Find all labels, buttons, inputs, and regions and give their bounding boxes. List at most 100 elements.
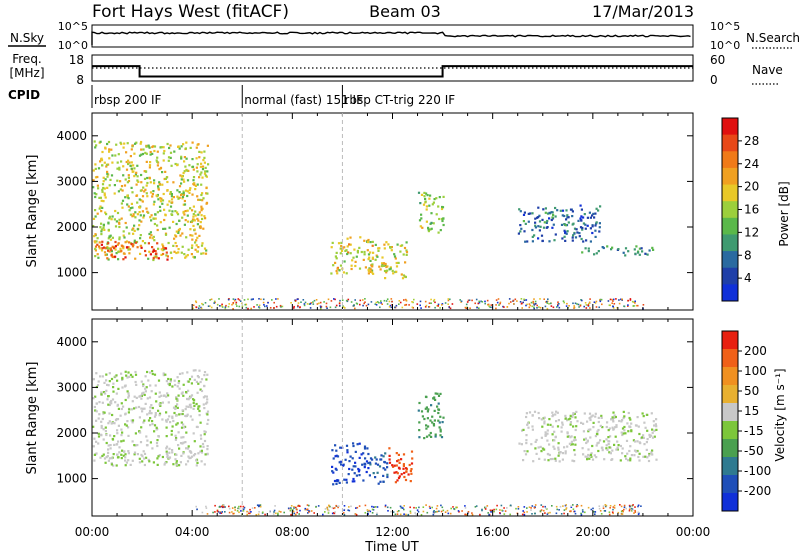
data-point: [176, 213, 180, 216]
data-point: [600, 298, 603, 301]
data-point: [526, 511, 528, 513]
data-point: [397, 459, 400, 462]
data-point: [384, 262, 387, 266]
data-point: [395, 265, 399, 268]
data-point: [174, 162, 177, 166]
data-point: [518, 442, 521, 445]
data-point: [580, 504, 583, 507]
data-point: [357, 467, 360, 471]
data-point: [648, 454, 651, 457]
data-point: [151, 420, 154, 423]
data-point: [334, 455, 337, 458]
data-point: [330, 300, 333, 302]
data-point: [168, 382, 171, 386]
data-point: [425, 220, 428, 223]
data-point: [630, 429, 633, 432]
data-point: [224, 307, 227, 310]
data-point: [358, 505, 361, 507]
data-point: [431, 506, 433, 509]
data-point: [95, 372, 98, 375]
data-point: [145, 386, 148, 389]
data-point: [439, 434, 442, 437]
data-point: [92, 169, 95, 172]
data-point: [607, 436, 610, 439]
data-point: [362, 304, 364, 307]
data-point: [352, 444, 355, 448]
data-point: [182, 203, 185, 206]
data-point: [151, 370, 154, 373]
data-point: [171, 451, 174, 454]
data-point: [546, 226, 549, 229]
data-point: [179, 442, 183, 445]
data-point: [105, 441, 108, 445]
data-point: [635, 424, 638, 427]
data-point: [167, 156, 171, 159]
data-point: [224, 511, 226, 513]
data-point: [148, 460, 151, 463]
data-point: [120, 428, 123, 431]
data-point: [150, 219, 153, 222]
data-point: [564, 239, 567, 242]
data-point: [444, 511, 447, 513]
data-point: [191, 219, 194, 223]
data-point: [400, 458, 403, 461]
data-point: [182, 178, 185, 181]
data-point: [546, 212, 550, 215]
data-point: [356, 249, 359, 252]
data-point: [495, 307, 497, 310]
data-point: [159, 404, 162, 407]
data-point: [113, 443, 116, 446]
data-point: [235, 303, 237, 306]
data-point: [451, 303, 454, 305]
data-point: [180, 426, 184, 429]
data-point: [422, 203, 426, 206]
data-point: [417, 409, 420, 412]
data-point: [287, 507, 290, 510]
data-point: [308, 504, 310, 507]
data-point: [138, 430, 141, 433]
data-point: [180, 392, 183, 395]
data-point: [499, 302, 501, 305]
data-point: [397, 476, 401, 480]
data-point: [184, 256, 187, 259]
data-point: [560, 426, 563, 429]
data-point: [162, 227, 165, 230]
data-point: [436, 392, 439, 395]
data-point: [144, 170, 148, 173]
data-point: [431, 415, 434, 418]
data-point: [355, 474, 358, 477]
data-point: [97, 432, 100, 435]
data-point: [225, 304, 227, 307]
data-point: [149, 424, 152, 427]
data-point: [106, 172, 109, 175]
data-point: [386, 473, 389, 476]
data-point: [195, 157, 198, 160]
data-point: [430, 212, 433, 215]
data-point: [94, 245, 98, 248]
data-point: [573, 232, 576, 235]
data-point: [577, 219, 580, 222]
data-point: [347, 251, 350, 254]
data-point: [112, 464, 115, 467]
data-point: [635, 245, 638, 248]
data-point: [172, 463, 175, 466]
data-point: [428, 306, 431, 308]
data-point: [206, 401, 209, 404]
data-point: [170, 213, 173, 216]
data-point: [140, 181, 143, 184]
data-point: [98, 247, 101, 250]
data-point: [627, 304, 629, 306]
data-point: [342, 512, 345, 514]
data-point: [573, 436, 576, 439]
data-point: [425, 435, 429, 438]
data-point: [149, 236, 152, 239]
data-point: [530, 443, 533, 446]
data-point: [122, 234, 125, 237]
data-point: [190, 253, 193, 256]
data-point: [335, 270, 338, 273]
data-point: [628, 449, 631, 453]
data-point: [307, 512, 309, 514]
data-point: [581, 226, 584, 230]
data-point: [548, 418, 551, 421]
data-point: [563, 235, 566, 238]
